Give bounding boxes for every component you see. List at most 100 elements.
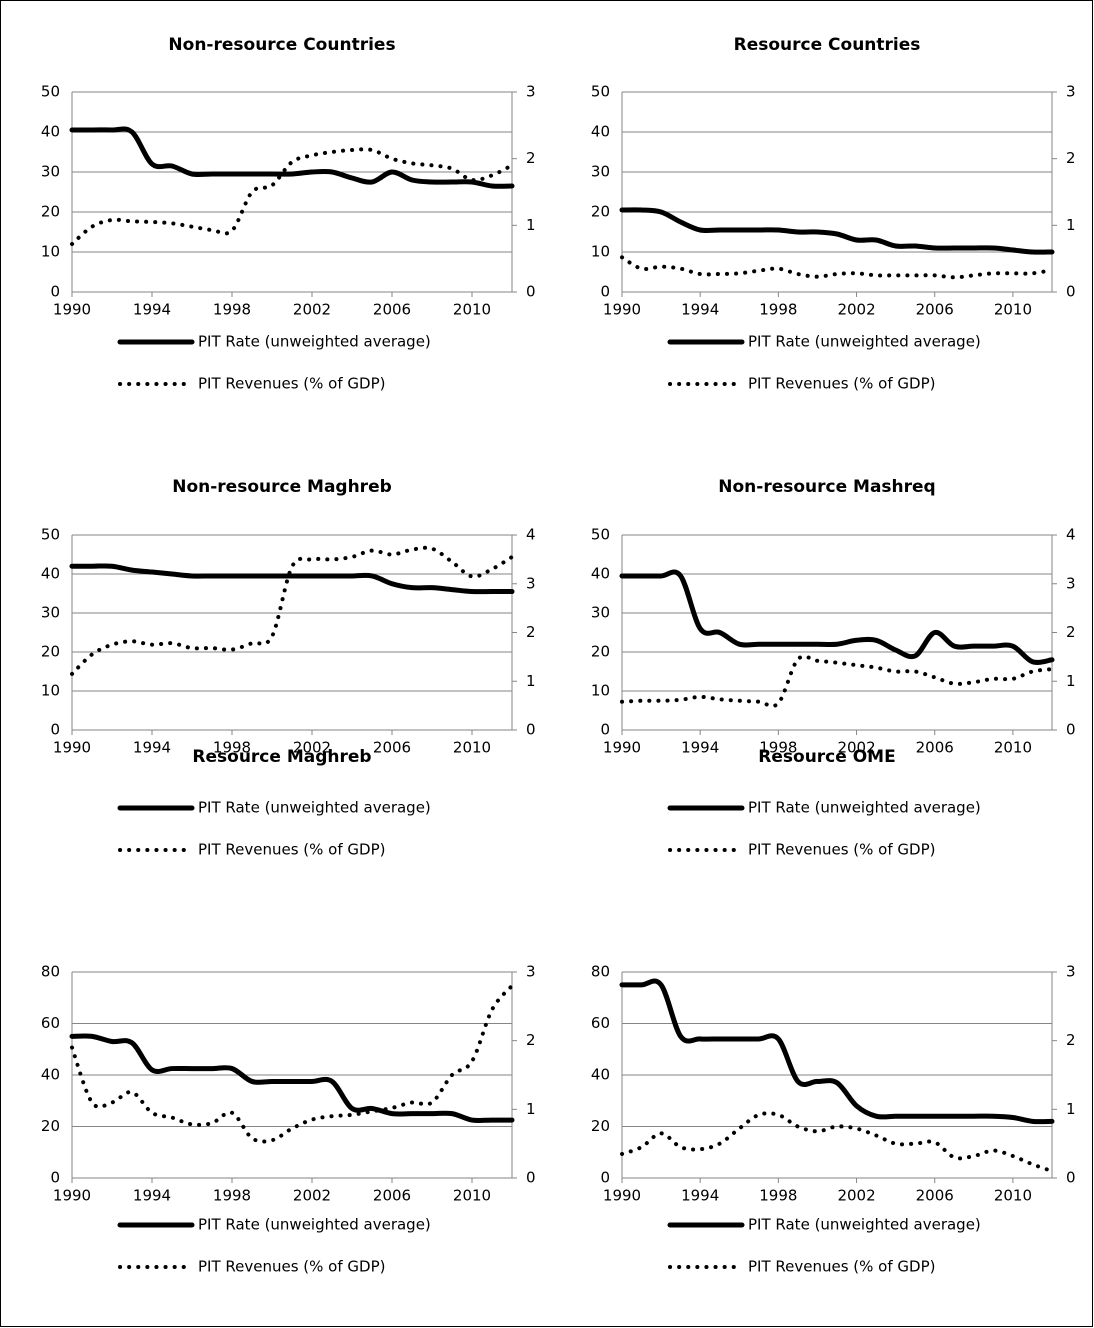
chart-title: Non-resource Countries [168, 35, 395, 55]
legend-label: PIT Rate (unweighted average) [748, 333, 981, 351]
y-tick-label: 50 [591, 83, 610, 101]
y-tick-label: 30 [591, 163, 610, 181]
series-line [69, 563, 515, 595]
x-tick-label: 1994 [133, 301, 171, 319]
x-tick-label: 1990 [603, 739, 641, 757]
y2-tick-label: 2 [526, 623, 536, 641]
series-line [69, 126, 515, 189]
x-tick-label: 1990 [53, 739, 91, 757]
x-tick-label: 2002 [293, 739, 331, 757]
y2-tick-label: 4 [526, 526, 536, 544]
y2-tick-label: 0 [526, 721, 536, 739]
legend-label: PIT Rate (unweighted average) [748, 799, 981, 817]
y2-tick-label: 3 [1066, 574, 1076, 592]
y-tick-label: 20 [41, 643, 60, 661]
y-tick-label: 50 [41, 83, 60, 101]
y-tick-label: 40 [591, 565, 610, 583]
legend-label: PIT Rate (unweighted average) [198, 1216, 431, 1234]
y2-tick-label: 0 [1066, 1169, 1076, 1187]
chart-title: Non-resource Maghreb [172, 477, 392, 497]
x-tick-label: 2006 [916, 739, 954, 757]
x-tick-label: 2010 [453, 739, 491, 757]
y2-tick-label: 0 [1066, 721, 1076, 739]
x-tick-label: 2010 [994, 1187, 1032, 1205]
y-tick-label: 0 [600, 721, 610, 739]
y-tick-label: 50 [41, 526, 60, 544]
x-tick-label: 1998 [213, 739, 251, 757]
series-line [70, 983, 514, 1144]
y2-tick-label: 3 [1066, 963, 1076, 981]
x-tick-label: 1998 [213, 1187, 251, 1205]
x-tick-label: 2010 [994, 739, 1032, 757]
y2-tick-label: 2 [1066, 149, 1076, 167]
x-tick-label: 1990 [603, 1187, 641, 1205]
y2-tick-label: 0 [526, 1169, 536, 1187]
y2-tick-label: 3 [526, 83, 536, 101]
y2-tick-label: 3 [1066, 83, 1076, 101]
y-tick-label: 20 [591, 203, 610, 221]
y2-tick-label: 0 [1066, 283, 1076, 301]
y-tick-label: 30 [41, 163, 60, 181]
series-line [619, 207, 1055, 255]
x-tick-label: 1994 [681, 301, 719, 319]
y-tick-label: 40 [591, 123, 610, 141]
y-tick-label: 60 [41, 1014, 60, 1032]
x-tick-label: 2010 [994, 301, 1032, 319]
y2-tick-label: 0 [526, 283, 536, 301]
x-tick-label: 2006 [373, 301, 411, 319]
series-line [620, 255, 1054, 280]
y-tick-label: 80 [41, 963, 60, 981]
x-tick-label: 1990 [53, 301, 91, 319]
y2-tick-label: 2 [1066, 623, 1076, 641]
x-tick-label: 2002 [293, 1187, 331, 1205]
y2-tick-label: 4 [1066, 526, 1076, 544]
x-tick-label: 2002 [837, 1187, 875, 1205]
chart-title: Resource OME [758, 747, 895, 767]
y-tick-label: 10 [591, 682, 610, 700]
y-tick-label: 40 [41, 565, 60, 583]
x-tick-label: 1990 [603, 301, 641, 319]
series-line [619, 569, 1055, 665]
legend-label: PIT Rate (unweighted average) [198, 799, 431, 817]
series-line [620, 654, 1054, 708]
y2-tick-label: 2 [526, 149, 536, 167]
x-tick-label: 1994 [681, 1187, 719, 1205]
y-tick-label: 60 [591, 1014, 610, 1032]
x-tick-label: 1994 [133, 1187, 171, 1205]
y-tick-label: 10 [41, 243, 60, 261]
y2-tick-label: 2 [1066, 1031, 1076, 1049]
x-tick-label: 2002 [837, 739, 875, 757]
y-tick-label: 50 [591, 526, 610, 544]
x-tick-label: 2002 [837, 301, 875, 319]
y-tick-label: 10 [591, 243, 610, 261]
legend-label: PIT Revenues (% of GDP) [198, 1258, 385, 1276]
y-tick-label: 0 [50, 721, 60, 739]
y-tick-label: 40 [41, 1066, 60, 1084]
x-tick-label: 1998 [759, 739, 797, 757]
series-line [620, 1111, 1054, 1174]
legend-label: PIT Revenues (% of GDP) [198, 375, 385, 393]
series-line [70, 147, 514, 246]
x-tick-label: 2006 [916, 301, 954, 319]
chart-title: Resource Countries [734, 35, 921, 55]
legend-label: PIT Revenues (% of GDP) [748, 1258, 935, 1276]
y-tick-label: 20 [41, 203, 60, 221]
y-tick-label: 80 [591, 963, 610, 981]
y-tick-label: 0 [600, 1169, 610, 1187]
x-tick-label: 1998 [759, 1187, 797, 1205]
y2-tick-label: 1 [526, 1100, 536, 1118]
x-tick-label: 2010 [453, 301, 491, 319]
y-tick-label: 20 [591, 1117, 610, 1135]
chart-title: Resource Maghreb [192, 747, 371, 767]
x-tick-label: 1998 [759, 301, 797, 319]
y2-tick-label: 2 [526, 1031, 536, 1049]
y2-tick-label: 3 [526, 574, 536, 592]
x-tick-label: 1994 [681, 739, 719, 757]
y-tick-label: 40 [41, 123, 60, 141]
y2-tick-label: 1 [1066, 1100, 1076, 1118]
y-tick-label: 20 [41, 1117, 60, 1135]
y2-tick-label: 1 [1066, 672, 1076, 690]
chart-title: Non-resource Mashreq [718, 477, 935, 497]
